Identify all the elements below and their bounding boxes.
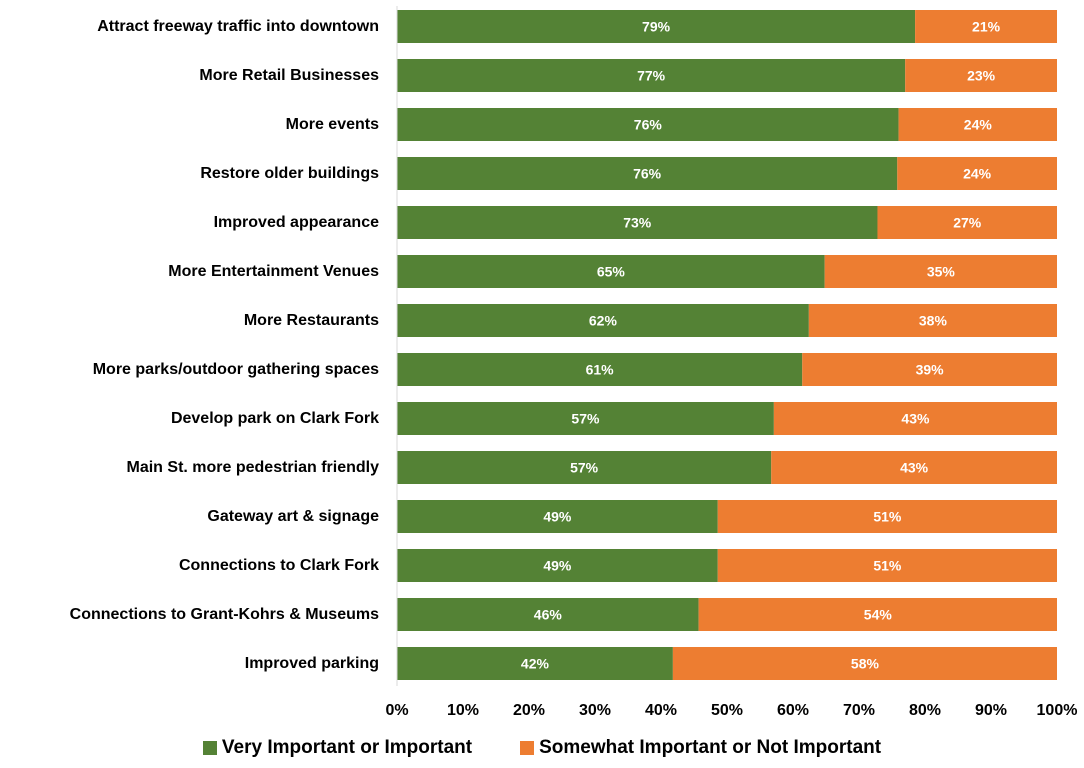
data-label: 54% [864,607,893,623]
category-label: More Entertainment Venues [168,263,379,280]
bar-very-important [397,500,718,533]
data-label: 76% [633,166,662,182]
data-label: 24% [964,117,993,133]
data-label: 39% [916,362,945,378]
bar-somewhat-important [698,598,1057,631]
bar-very-important [397,402,774,435]
x-tick-label: 40% [645,702,677,719]
data-label: 23% [967,68,996,84]
data-label: 35% [927,264,956,280]
legend-item-somewhat-important: Somewhat Important or Not Important [520,737,881,759]
bar-very-important [397,304,809,337]
data-label: 57% [570,460,599,476]
bar-very-important [397,255,825,288]
category-label: More Restaurants [244,312,379,329]
data-label: 43% [901,411,930,427]
data-label: 62% [589,313,618,329]
bar-very-important [397,108,899,141]
bar-very-important [397,549,718,582]
data-label: 58% [851,656,880,672]
legend-label-very-important: Very Important or Important [221,737,473,758]
data-label: 27% [953,215,982,231]
data-label: 51% [873,509,902,525]
category-label: More events [286,116,379,133]
data-label: 21% [972,19,1001,35]
x-tick-label: 60% [777,702,809,719]
bar-somewhat-important [672,647,1057,680]
category-label: Gateway art & signage [207,508,379,525]
data-label: 43% [900,460,929,476]
data-label: 24% [963,166,992,182]
legend-label-somewhat-important: Somewhat Important or Not Important [539,737,882,758]
stacked-bar-chart: Attract freeway traffic into downtown 79%… [70,6,1078,719]
category-label: Improved appearance [214,214,380,231]
category-label: Main St. more pedestrian friendly [127,459,380,476]
category-label: Restore older buildings [200,165,379,182]
data-label: 46% [534,607,563,623]
bar-somewhat-important [897,157,1057,190]
x-tick-label: 0% [385,702,408,719]
category-label: Improved parking [245,655,379,672]
legend-swatch-very-important [202,741,217,755]
x-tick-label: 70% [843,702,875,719]
data-label: 51% [873,558,902,574]
data-label: 49% [543,558,572,574]
bar-somewhat-important [808,304,1057,337]
bar-very-important [397,598,699,631]
bar-very-important [397,451,772,484]
data-label: 42% [521,656,550,672]
bar-somewhat-important [802,353,1057,386]
data-label: 57% [571,411,600,427]
bar-somewhat-important [898,108,1057,141]
data-label: 79% [642,19,671,35]
category-label: Connections to Grant-Kohrs & Museums [70,606,379,623]
data-label: 49% [543,509,572,525]
legend-item-very-important: Very Important or Important [202,737,473,759]
bar-somewhat-important [773,402,1057,435]
bar-somewhat-important [824,255,1057,288]
category-label: More parks/outdoor gathering spaces [93,361,379,378]
x-tick-label: 80% [909,702,941,719]
bar-somewhat-important [717,549,1057,582]
x-tick-label: 20% [513,702,545,719]
x-tick-label: 10% [447,702,479,719]
bar-somewhat-important [905,59,1057,92]
data-label: 76% [634,117,663,133]
bar-very-important [397,353,803,386]
data-label: 77% [637,68,666,84]
category-label: Attract freeway traffic into downtown [97,18,379,35]
bar-somewhat-important [877,206,1057,239]
bar-somewhat-important [771,451,1057,484]
category-label: Develop park on Clark Fork [171,410,379,427]
legend-swatch-somewhat-important [520,741,535,755]
bar-very-important [397,10,916,43]
bar-somewhat-important [915,10,1057,43]
x-tick-label: 50% [711,702,743,719]
bar-very-important [397,157,898,190]
data-label: 65% [597,264,626,280]
category-label: More Retail Businesses [199,67,379,84]
bar-very-important [397,59,906,92]
x-tick-label: 30% [579,702,611,719]
x-tick-label: 100% [1037,702,1078,719]
data-label: 73% [623,215,652,231]
data-label: 61% [586,362,615,378]
data-label: 38% [919,313,948,329]
category-label: Connections to Clark Fork [179,557,379,574]
bar-very-important [397,206,878,239]
legend: Very Important or Important Somewhat Imp… [0,737,1084,759]
bar-somewhat-important [717,500,1057,533]
x-tick-label: 90% [975,702,1007,719]
bar-very-important [397,647,673,680]
